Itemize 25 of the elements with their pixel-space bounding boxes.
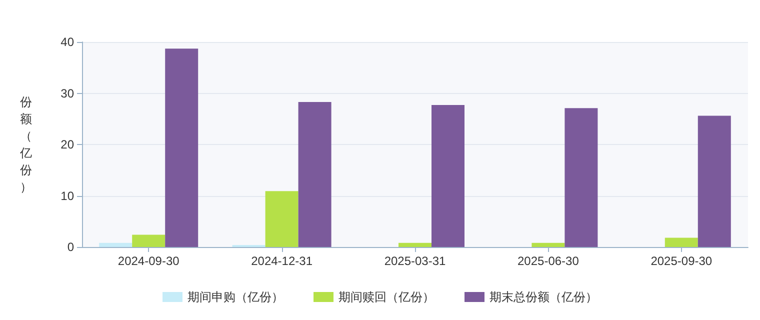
bar — [99, 242, 132, 247]
x-tick-label: 2024-12-31 — [251, 254, 313, 268]
legend-label: 期间申购（亿份） — [188, 290, 284, 304]
bar — [165, 48, 198, 247]
bar — [265, 191, 298, 247]
y-tick-label: 30 — [60, 86, 74, 100]
x-tick-label: 2024-09-30 — [118, 254, 180, 268]
x-tick-label: 2025-03-31 — [384, 254, 446, 268]
bar — [698, 116, 731, 247]
bar — [664, 238, 698, 247]
bar — [398, 242, 432, 247]
bar — [432, 105, 464, 247]
y-tick-label: 20 — [60, 138, 74, 152]
y-tick-label: 10 — [60, 188, 74, 203]
bar — [132, 234, 166, 247]
x-tick-label: 2025-09-30 — [650, 254, 712, 268]
legend-label: 期间赎回（亿份） — [338, 290, 434, 304]
legend-label: 期末总份额（亿份） — [490, 290, 598, 304]
bar — [532, 242, 565, 247]
bar — [298, 102, 332, 247]
x-tick-label: 2025-06-30 — [518, 254, 580, 268]
bar — [564, 108, 598, 247]
y-tick-label: 40 — [60, 35, 74, 49]
y-axis-title: 份额（亿份） — [19, 95, 32, 194]
y-tick-label: 0 — [67, 240, 74, 254]
